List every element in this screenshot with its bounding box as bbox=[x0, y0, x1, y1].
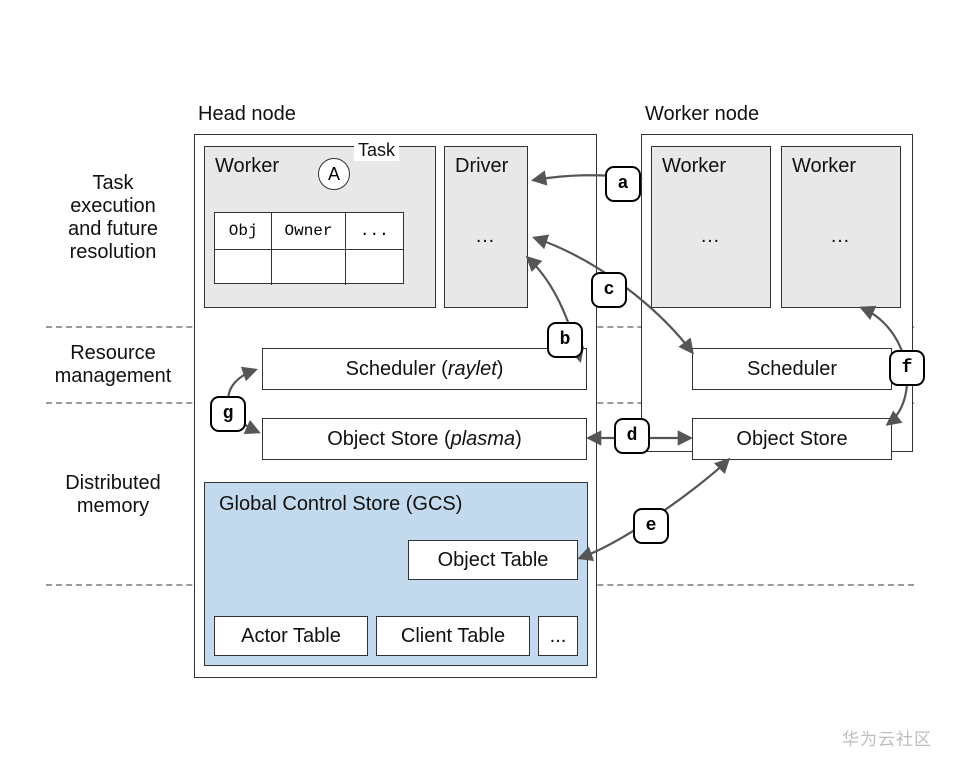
badge-e: e bbox=[633, 508, 669, 544]
badge-c: c bbox=[591, 272, 627, 308]
badge-f: f bbox=[889, 350, 925, 386]
arrows-svg bbox=[0, 0, 960, 768]
diagram-stage: Head node Worker node Task execution and… bbox=[0, 0, 960, 768]
badge-d: d bbox=[614, 418, 650, 454]
watermark: 华为云社区 bbox=[842, 725, 932, 750]
badge-a: a bbox=[605, 166, 641, 202]
badge-g: g bbox=[210, 396, 246, 432]
badge-b: b bbox=[547, 322, 583, 358]
